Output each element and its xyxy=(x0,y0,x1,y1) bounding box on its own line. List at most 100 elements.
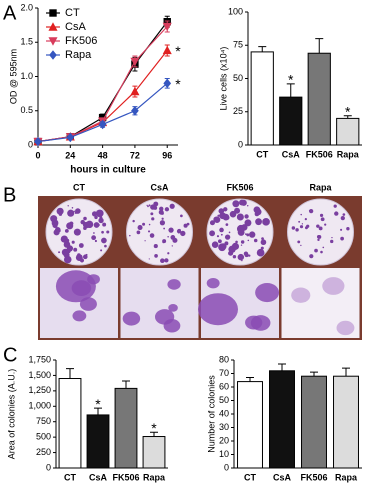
colony xyxy=(316,224,320,228)
annotation: * xyxy=(175,76,181,92)
colony xyxy=(93,222,100,228)
bar xyxy=(114,387,138,469)
y-axis-label: OD @ 595nm xyxy=(8,49,18,104)
colony xyxy=(180,230,186,237)
colony xyxy=(309,254,314,259)
colony xyxy=(246,205,249,207)
column-header: CT xyxy=(73,182,85,192)
colony xyxy=(220,243,227,250)
colony xyxy=(153,244,158,249)
colony xyxy=(232,200,240,208)
marker xyxy=(131,105,139,116)
y-tick-label: 0.5 xyxy=(20,105,33,115)
marker xyxy=(162,45,172,55)
marker xyxy=(130,86,140,96)
colony xyxy=(228,250,234,256)
colony xyxy=(225,215,230,220)
colony xyxy=(56,207,64,215)
colony xyxy=(211,241,219,248)
legend-label: FK506 xyxy=(65,35,97,47)
colony xyxy=(319,213,324,218)
colony xyxy=(100,249,103,252)
marker xyxy=(66,132,75,143)
colony xyxy=(154,254,158,258)
legend-marker xyxy=(48,37,58,46)
colony xyxy=(73,228,81,236)
colony xyxy=(167,252,170,255)
y-tick-label: 250 xyxy=(36,447,51,457)
legend-marker xyxy=(49,9,57,17)
colony xyxy=(318,226,323,231)
bar xyxy=(279,96,303,146)
colony xyxy=(180,214,183,218)
y-tick-label: 1,250 xyxy=(28,385,51,395)
colony xyxy=(186,222,190,226)
colony-blob xyxy=(322,277,345,295)
colony xyxy=(58,251,61,254)
colony xyxy=(224,241,229,246)
colony xyxy=(333,204,337,208)
colony xyxy=(66,222,74,230)
colony xyxy=(129,234,131,237)
y-tick-label: 50 xyxy=(233,73,243,83)
colony xyxy=(150,212,154,216)
y-tick-label: 60 xyxy=(219,381,229,391)
panel-letter: C xyxy=(3,344,17,366)
x-tick-label: 72 xyxy=(130,150,140,160)
y-tick-label: 70 xyxy=(219,368,229,378)
colony xyxy=(240,244,243,246)
colony xyxy=(300,244,302,247)
colony xyxy=(97,223,100,227)
plate xyxy=(287,198,354,266)
colony xyxy=(158,209,164,215)
colony xyxy=(301,223,304,225)
y-tick-label: 100 xyxy=(228,6,243,16)
colony xyxy=(177,231,180,234)
x-tick-label: FK506 xyxy=(306,149,333,159)
colony xyxy=(247,239,250,242)
colony xyxy=(234,207,241,214)
error-bar xyxy=(342,367,350,377)
annotation: * xyxy=(345,103,351,119)
colony xyxy=(160,258,165,264)
colony xyxy=(331,236,333,239)
x-tick-label: CT xyxy=(64,472,76,482)
colony xyxy=(300,213,302,216)
colony-blob xyxy=(291,287,311,303)
colony xyxy=(216,235,220,238)
colony xyxy=(142,222,146,226)
bar xyxy=(336,117,360,146)
y-tick-label: 25 xyxy=(233,106,243,116)
colony-blob xyxy=(79,297,97,311)
colony xyxy=(65,238,70,243)
colony xyxy=(228,231,231,234)
colony xyxy=(253,206,261,214)
marker xyxy=(162,22,172,32)
colony xyxy=(260,246,264,250)
colony-blob xyxy=(250,315,271,331)
marker xyxy=(98,119,107,130)
colony xyxy=(225,223,229,227)
colony xyxy=(297,240,301,244)
colony xyxy=(159,220,166,226)
colony xyxy=(102,222,107,227)
colony xyxy=(320,228,323,230)
y-tick-label: 40 xyxy=(219,408,229,418)
y-tick-label: 10 xyxy=(219,449,229,459)
colony xyxy=(244,214,249,219)
colony-images xyxy=(40,198,360,338)
colony-blob xyxy=(167,279,181,290)
colony xyxy=(85,253,88,256)
colony xyxy=(148,223,151,226)
colony xyxy=(66,245,74,252)
colony xyxy=(71,240,75,244)
y-tick-label: 30 xyxy=(219,422,229,432)
colony xyxy=(67,205,69,207)
colony xyxy=(219,227,224,233)
colony-blob xyxy=(122,311,141,326)
colony xyxy=(150,204,156,210)
y-tick-label: 0 xyxy=(28,139,33,149)
colony xyxy=(239,199,245,206)
colony xyxy=(306,224,310,228)
